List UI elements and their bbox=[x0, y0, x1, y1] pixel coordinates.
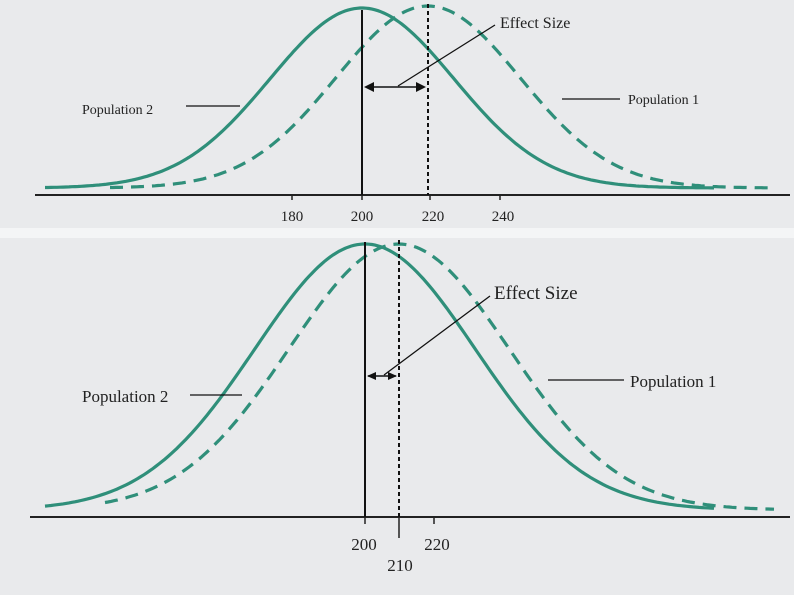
panel-separator bbox=[0, 228, 794, 238]
top-tick-label-200: 200 bbox=[351, 209, 374, 225]
top-effect-size-leader bbox=[397, 24, 496, 87]
bottom-population-1-curve bbox=[104, 242, 775, 511]
bottom-tick-label-200: 200 bbox=[351, 535, 377, 554]
top-diagram: Effect Size Population 2 Population 1 18… bbox=[35, 4, 790, 225]
top-tick-label-220: 220 bbox=[422, 209, 445, 225]
bottom-tick-label-210: 210 bbox=[387, 556, 413, 575]
bottom-diagram: Effect Size Population 2 Population 1 20… bbox=[30, 240, 790, 575]
bottom-effect-size-leader bbox=[383, 295, 491, 376]
top-diagram-panel: Effect Size Population 2 Population 1 18… bbox=[0, 0, 794, 228]
bottom-effect-size-arrowhead-left bbox=[367, 372, 376, 380]
bottom-population-2-curve bbox=[44, 242, 715, 510]
bottom-population-2-label: Population 2 bbox=[82, 387, 168, 406]
top-effect-size-label: Effect Size bbox=[500, 15, 570, 32]
top-population-1-label: Population 1 bbox=[628, 93, 699, 108]
bottom-tick-label-220: 220 bbox=[424, 535, 450, 554]
top-tick-label-180: 180 bbox=[281, 209, 304, 225]
bottom-diagram-panel: Effect Size Population 2 Population 1 20… bbox=[0, 238, 794, 595]
top-population-2-curve bbox=[45, 6, 714, 190]
top-effect-size-arrowhead-left bbox=[364, 82, 374, 92]
bottom-effect-size-label: Effect Size bbox=[494, 283, 578, 304]
top-population-1-curve bbox=[110, 4, 773, 190]
top-effect-size-arrowhead-right bbox=[416, 82, 426, 92]
bottom-population-1-label: Population 1 bbox=[630, 372, 716, 391]
top-population-2-label: Population 2 bbox=[82, 103, 153, 118]
bottom-effect-size-arrowhead-right bbox=[388, 372, 397, 380]
top-tick-label-240: 240 bbox=[492, 209, 515, 225]
